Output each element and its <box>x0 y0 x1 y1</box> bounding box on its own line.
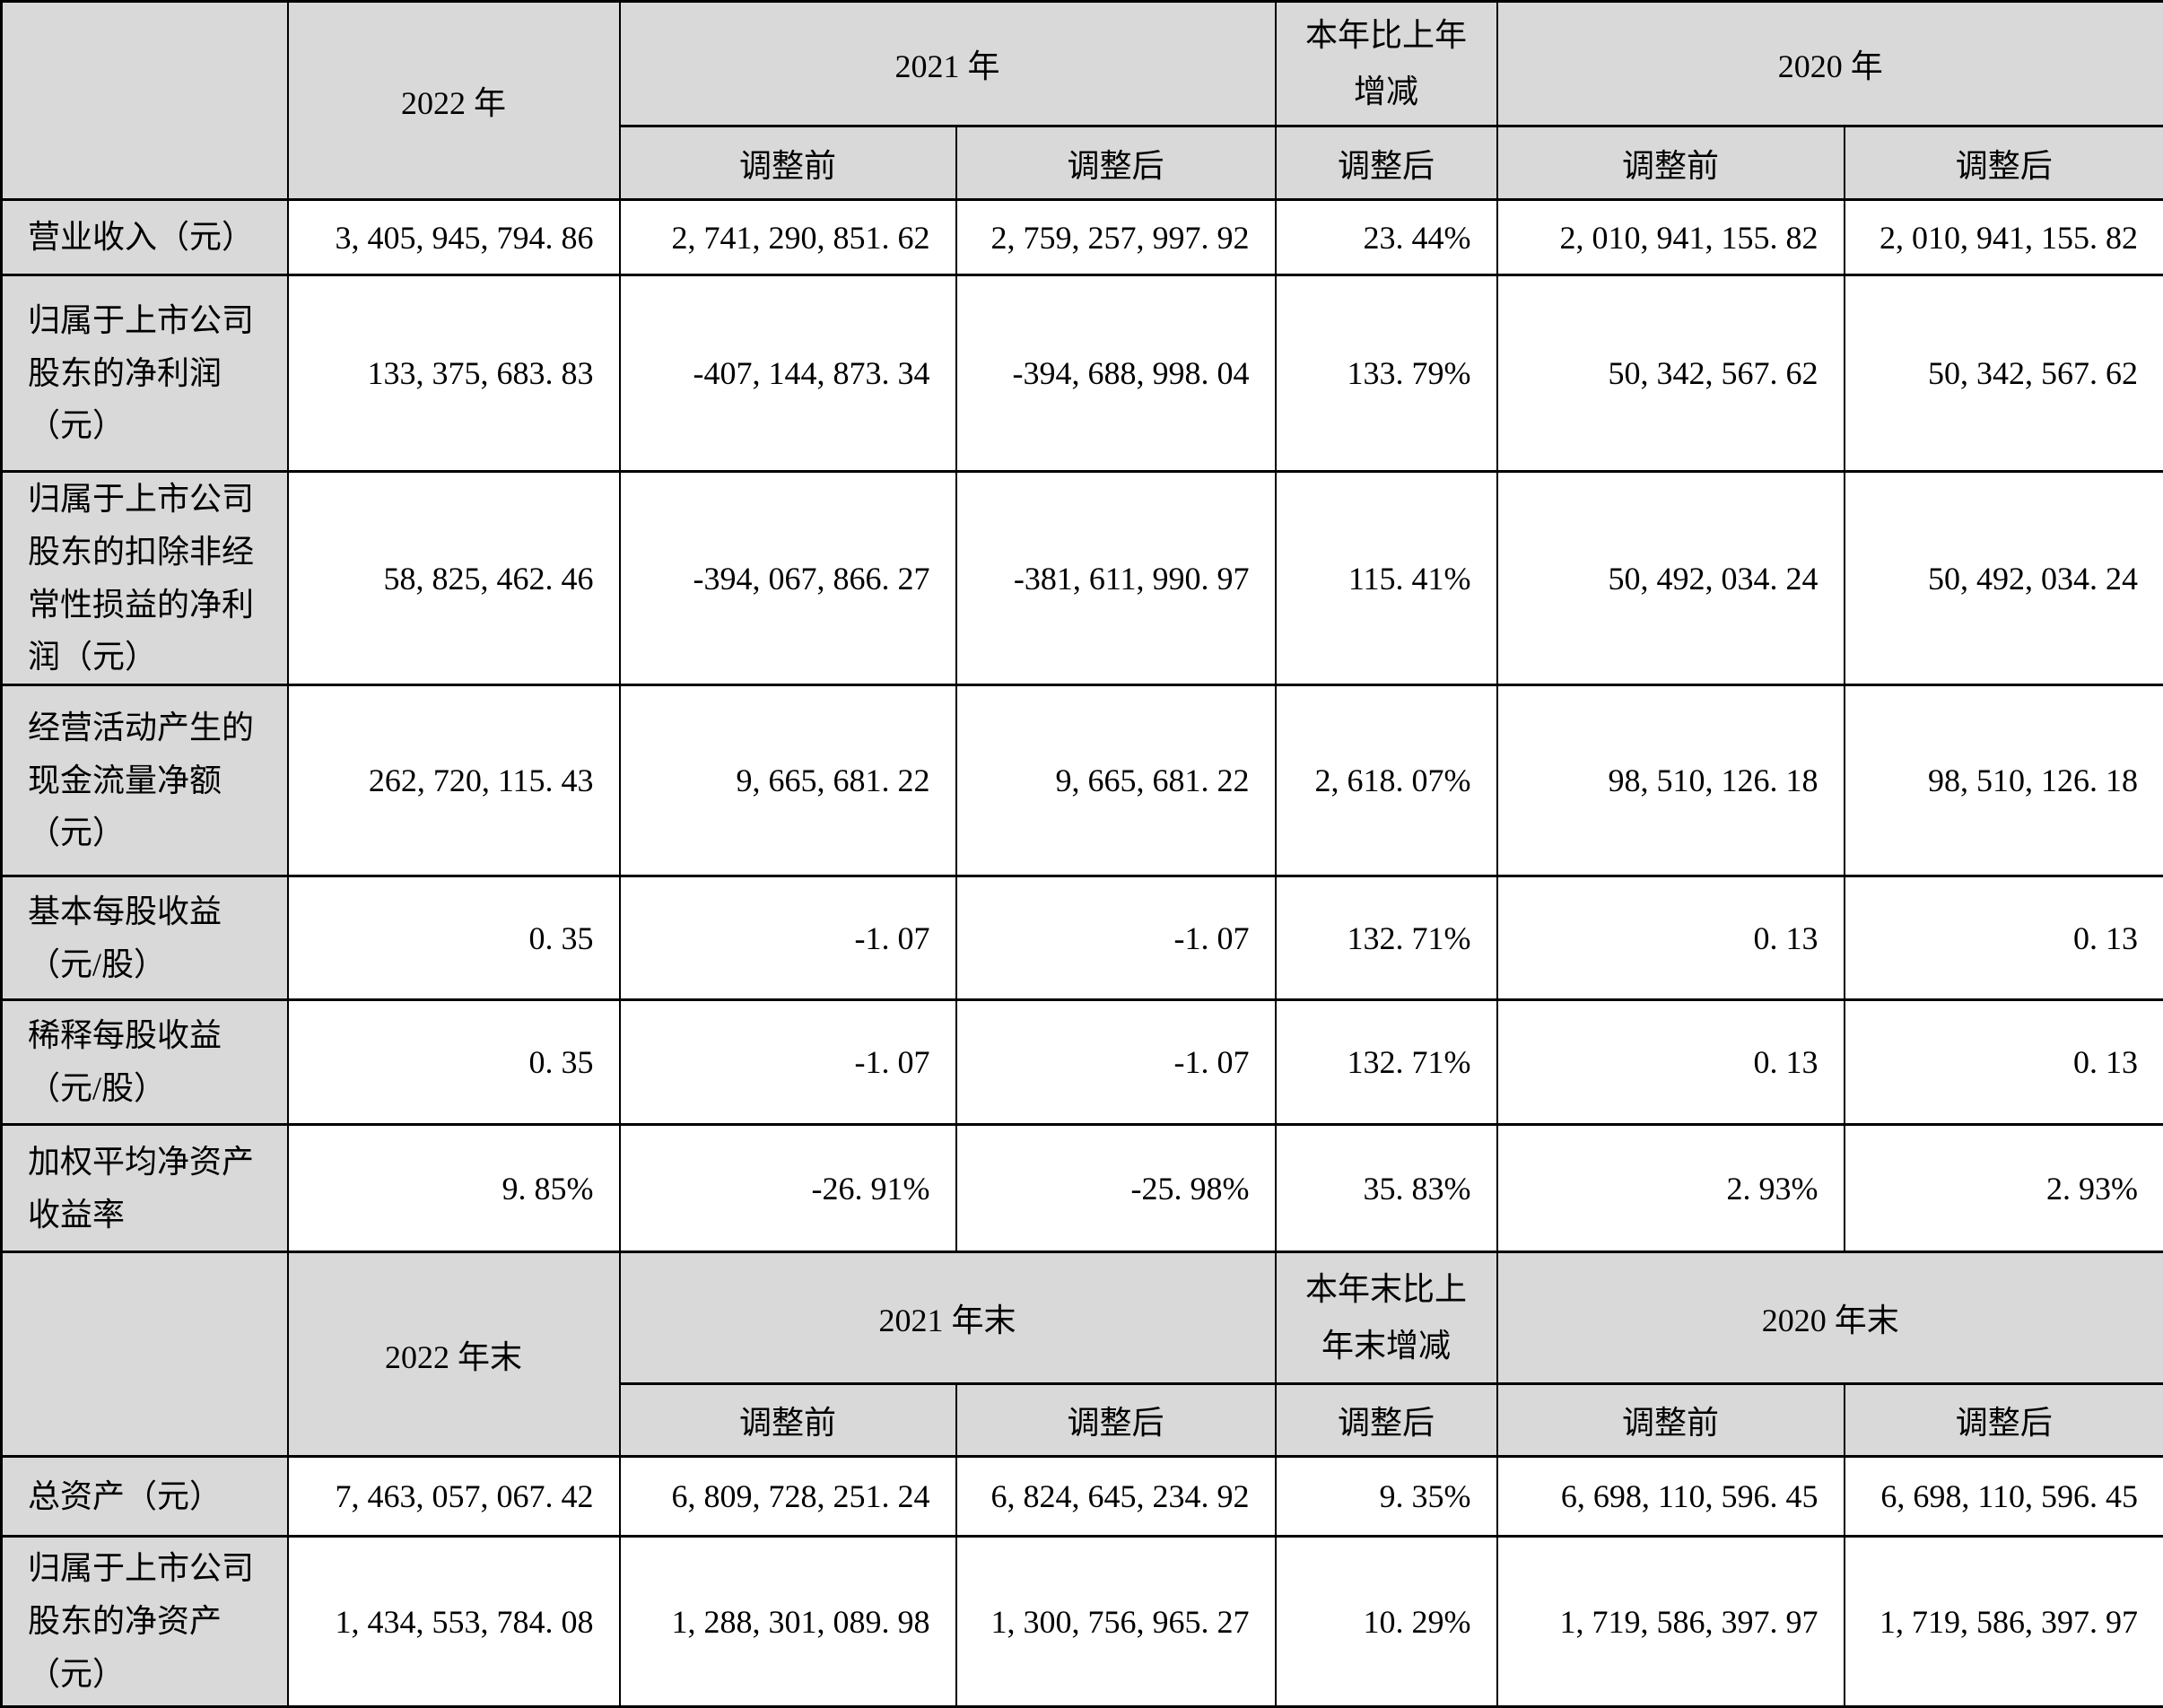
header-row-years: 2022 年 2021 年 本年比上年 增减 2020 年 <box>2 2 2163 126</box>
table-row-operating-cash-flow: 经营活动产生的 现金流量净额 （元） 262, 720, 115. 43 9, … <box>2 685 2163 876</box>
header-year-2020: 2020 年 <box>1497 2 2163 126</box>
total-assets-2020-before: 6, 698, 110, 596. 45 <box>1497 1457 1845 1537</box>
row-label-deducted-net-profit: 归属于上市公司 股东的扣除非经 常性损益的净利 润（元） <box>2 472 288 685</box>
diluted-eps-2020-before: 0. 13 <box>1497 1000 1845 1125</box>
row-label-operating-cash-flow: 经营活动产生的 现金流量净额 （元） <box>2 685 288 876</box>
cash-flow-2022: 262, 720, 115. 43 <box>288 685 620 876</box>
subheader-2021-before: 调整前 <box>620 126 956 200</box>
revenue-2021-before: 2, 741, 290, 851. 62 <box>620 200 956 275</box>
weighted-roe-2022: 9. 85% <box>288 1125 620 1252</box>
deducted-net-profit-2021-after: -381, 611, 990. 97 <box>956 472 1276 685</box>
net-profit-2020-before: 50, 342, 567. 62 <box>1497 275 1845 472</box>
net-assets-change: 10. 29% <box>1276 1537 1497 1707</box>
row-label-weighted-roe: 加权平均净资产 收益率 <box>2 1125 288 1252</box>
net-profit-2020-after: 50, 342, 567. 62 <box>1845 275 2163 472</box>
net-profit-2021-after: -394, 688, 998. 04 <box>956 275 1276 472</box>
total-assets-2020-after: 6, 698, 110, 596. 45 <box>1845 1457 2163 1537</box>
header-row-yearend: 2022 年末 2021 年末 本年末比上 年末增减 2020 年末 <box>2 1252 2163 1384</box>
subheader-end-2021-before: 调整前 <box>620 1384 956 1457</box>
table-row-total-assets: 总资产（元） 7, 463, 057, 067. 42 6, 809, 728,… <box>2 1457 2163 1537</box>
table-row-revenue: 营业收入（元） 3, 405, 945, 794. 86 2, 741, 290… <box>2 200 2163 275</box>
total-assets-change: 9. 35% <box>1276 1457 1497 1537</box>
header-yearend-2020: 2020 年末 <box>1497 1252 2163 1384</box>
diluted-eps-2021-before: -1. 07 <box>620 1000 956 1125</box>
cash-flow-2021-after: 9, 665, 681. 22 <box>956 685 1276 876</box>
basic-eps-2021-after: -1. 07 <box>956 876 1276 1000</box>
subheader-end-2020-before: 调整前 <box>1497 1384 1845 1457</box>
net-profit-change: 133. 79% <box>1276 275 1497 472</box>
row-label-diluted-eps: 稀释每股收益 （元/股） <box>2 1000 288 1125</box>
header-yearend-2021: 2021 年末 <box>620 1252 1276 1384</box>
diluted-eps-2021-after: -1. 07 <box>956 1000 1276 1125</box>
row-label-net-profit: 归属于上市公司 股东的净利润 （元） <box>2 275 288 472</box>
table-row-net-assets: 归属于上市公司 股东的净资产 （元） 1, 434, 553, 784. 08 … <box>2 1537 2163 1707</box>
diluted-eps-2020-after: 0. 13 <box>1845 1000 2163 1125</box>
table-row-net-profit: 归属于上市公司 股东的净利润 （元） 133, 375, 683. 83 -40… <box>2 275 2163 472</box>
subheader-2020-after: 调整后 <box>1845 126 2163 200</box>
cash-flow-2020-after: 98, 510, 126. 18 <box>1845 685 2163 876</box>
revenue-change: 23. 44% <box>1276 200 1497 275</box>
diluted-eps-change: 132. 71% <box>1276 1000 1497 1125</box>
total-assets-2021-before: 6, 809, 728, 251. 24 <box>620 1457 956 1537</box>
deducted-net-profit-2020-after: 50, 492, 034. 24 <box>1845 472 2163 685</box>
weighted-roe-2020-before: 2. 93% <box>1497 1125 1845 1252</box>
cash-flow-2020-before: 98, 510, 126. 18 <box>1497 685 1845 876</box>
row-label-basic-eps: 基本每股收益 （元/股） <box>2 876 288 1000</box>
header-yearend-change: 本年末比上 年末增减 <box>1276 1252 1497 1384</box>
header-yearend-2022: 2022 年末 <box>288 1252 620 1457</box>
revenue-2020-after: 2, 010, 941, 155. 82 <box>1845 200 2163 275</box>
net-assets-2020-before: 1, 719, 586, 397. 97 <box>1497 1537 1845 1707</box>
basic-eps-change: 132. 71% <box>1276 876 1497 1000</box>
net-profit-2021-before: -407, 144, 873. 34 <box>620 275 956 472</box>
weighted-roe-2021-after: -25. 98% <box>956 1125 1276 1252</box>
net-assets-2021-after: 1, 300, 756, 965. 27 <box>956 1537 1276 1707</box>
table-row-basic-eps: 基本每股收益 （元/股） 0. 35 -1. 07 -1. 07 132. 71… <box>2 876 2163 1000</box>
row-label-net-assets: 归属于上市公司 股东的净资产 （元） <box>2 1537 288 1707</box>
net-assets-2022: 1, 434, 553, 784. 08 <box>288 1537 620 1707</box>
net-profit-2022: 133, 375, 683. 83 <box>288 275 620 472</box>
basic-eps-2020-before: 0. 13 <box>1497 876 1845 1000</box>
corner-cell <box>2 2 288 200</box>
weighted-roe-2021-before: -26. 91% <box>620 1125 956 1252</box>
row-label-total-assets: 总资产（元） <box>2 1457 288 1537</box>
revenue-2020-before: 2, 010, 941, 155. 82 <box>1497 200 1845 275</box>
header-change-yoy: 本年比上年 增减 <box>1276 2 1497 126</box>
deducted-net-profit-2021-before: -394, 067, 866. 27 <box>620 472 956 685</box>
diluted-eps-2022: 0. 35 <box>288 1000 620 1125</box>
net-assets-2020-after: 1, 719, 586, 397. 97 <box>1845 1537 2163 1707</box>
table-row-deducted-net-profit: 归属于上市公司 股东的扣除非经 常性损益的净利 润（元） 58, 825, 46… <box>2 472 2163 685</box>
total-assets-2022: 7, 463, 057, 067. 42 <box>288 1457 620 1537</box>
weighted-roe-change: 35. 83% <box>1276 1125 1497 1252</box>
net-assets-2021-before: 1, 288, 301, 089. 98 <box>620 1537 956 1707</box>
total-assets-2021-after: 6, 824, 645, 234. 92 <box>956 1457 1276 1537</box>
deducted-net-profit-change: 115. 41% <box>1276 472 1497 685</box>
header-year-2022: 2022 年 <box>288 2 620 200</box>
subheader-change-after: 调整后 <box>1276 126 1497 200</box>
deducted-net-profit-2020-before: 50, 492, 034. 24 <box>1497 472 1845 685</box>
basic-eps-2021-before: -1. 07 <box>620 876 956 1000</box>
subheader-end-change-after: 调整后 <box>1276 1384 1497 1457</box>
cash-flow-2021-before: 9, 665, 681. 22 <box>620 685 956 876</box>
table-row-weighted-roe: 加权平均净资产 收益率 9. 85% -26. 91% -25. 98% 35.… <box>2 1125 2163 1252</box>
subheader-end-2020-after: 调整后 <box>1845 1384 2163 1457</box>
table-row-diluted-eps: 稀释每股收益 （元/股） 0. 35 -1. 07 -1. 07 132. 71… <box>2 1000 2163 1125</box>
basic-eps-2022: 0. 35 <box>288 876 620 1000</box>
corner-cell-end <box>2 1252 288 1457</box>
row-label-revenue: 营业收入（元） <box>2 200 288 275</box>
revenue-2022: 3, 405, 945, 794. 86 <box>288 200 620 275</box>
subheader-end-2021-after: 调整后 <box>956 1384 1276 1457</box>
weighted-roe-2020-after: 2. 93% <box>1845 1125 2163 1252</box>
basic-eps-2020-after: 0. 13 <box>1845 876 2163 1000</box>
header-year-2021: 2021 年 <box>620 2 1276 126</box>
revenue-2021-after: 2, 759, 257, 997. 92 <box>956 200 1276 275</box>
cash-flow-change: 2, 618. 07% <box>1276 685 1497 876</box>
subheader-2020-before: 调整前 <box>1497 126 1845 200</box>
deducted-net-profit-2022: 58, 825, 462. 46 <box>288 472 620 685</box>
subheader-2021-after: 调整后 <box>956 126 1276 200</box>
